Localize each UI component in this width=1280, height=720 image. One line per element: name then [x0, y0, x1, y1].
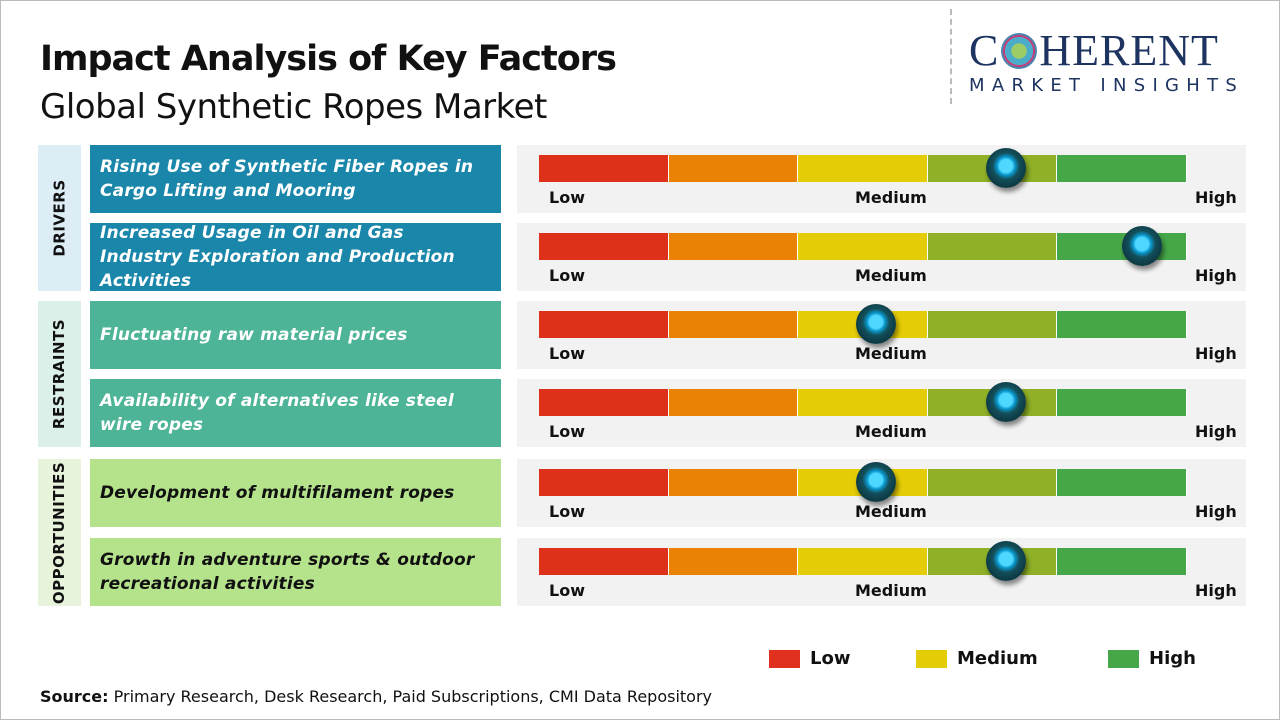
medium-label: Medium [855, 502, 927, 521]
impact-knob [985, 148, 1026, 188]
legend-item: High [1108, 648, 1196, 669]
divider [950, 9, 952, 104]
factor-text: Availability of alternatives like steel … [100, 391, 454, 435]
legend-label: Low [810, 648, 851, 669]
meter-segment [539, 389, 669, 416]
high-label: High [1195, 188, 1237, 207]
meter-segment [927, 469, 1058, 496]
logo: C HERENT MARKET INSIGHTS [969, 29, 1264, 97]
factor-text: Increased Usage in Oil and Gas Industry … [100, 223, 455, 291]
medium-label: Medium [855, 266, 927, 285]
low-label: Low [549, 502, 585, 521]
meter-segment [539, 233, 669, 260]
medium-label: Medium [855, 581, 927, 600]
impact-meter: Low Medium High [517, 379, 1246, 447]
meter-segment [668, 311, 799, 338]
legend-swatch [1108, 649, 1139, 668]
impact-meter: Low Medium High [517, 145, 1246, 213]
factor-text: Growth in adventure sports & outdoor rec… [100, 550, 475, 594]
low-label: Low [549, 266, 585, 285]
impact-meter: Low Medium High [517, 301, 1246, 369]
meter-segment [927, 233, 1058, 260]
impact-knob [985, 541, 1026, 581]
high-label: High [1195, 422, 1237, 441]
meter-segment [798, 155, 928, 182]
meter-segment [668, 233, 799, 260]
impact-meter: Low Medium High [517, 538, 1246, 606]
meter-segment [1057, 389, 1187, 416]
meter-segment [1057, 155, 1187, 182]
legend-item: Medium [916, 648, 1038, 669]
source-note: Source: Primary Research, Desk Research,… [40, 687, 712, 706]
medium-label: Medium [855, 344, 927, 363]
legend-label: Medium [957, 648, 1038, 669]
legend-label: High [1149, 648, 1196, 669]
factor-box: Growth in adventure sports & outdoor rec… [90, 538, 501, 606]
meter-segment [539, 311, 669, 338]
page-title: Impact Analysis of Key Factors [40, 39, 617, 79]
meter-segment [539, 155, 669, 182]
legend-swatch [769, 649, 800, 668]
meter-segment [798, 548, 928, 575]
factor-box: Rising Use of Synthetic Fiber Ropes in C… [90, 145, 501, 213]
meter-segment [668, 389, 799, 416]
legend-swatch [916, 649, 947, 668]
high-label: High [1195, 344, 1237, 363]
meter-segment [927, 311, 1058, 338]
impact-knob [1121, 226, 1162, 266]
factor-box: Fluctuating raw material prices [90, 301, 501, 369]
high-label: High [1195, 581, 1237, 600]
impact-knob [985, 382, 1026, 422]
category-opportunities: OPPORTUNITIES [38, 459, 81, 606]
medium-label: Medium [855, 188, 927, 207]
low-label: Low [549, 422, 585, 441]
category-drivers: DRIVERS [38, 145, 81, 291]
meter-segment [668, 469, 799, 496]
factor-box: Development of multifilament ropes [90, 459, 501, 527]
category-label: OPPORTUNITIES [50, 461, 69, 604]
meter-segment [668, 155, 799, 182]
high-label: High [1195, 266, 1237, 285]
factor-text: Development of multifilament ropes [100, 483, 455, 503]
factor-text: Rising Use of Synthetic Fiber Ropes in C… [100, 157, 474, 201]
meter-segment [668, 548, 799, 575]
low-label: Low [549, 188, 585, 207]
category-label: DRIVERS [50, 179, 69, 257]
factor-box: Increased Usage in Oil and Gas Industry … [90, 223, 501, 291]
meter-segment [1057, 548, 1187, 575]
low-label: Low [549, 581, 585, 600]
category-label: RESTRAINTS [50, 318, 69, 430]
impact-knob [855, 462, 896, 502]
meter-segment [539, 469, 669, 496]
meter-segment [798, 389, 928, 416]
impact-meter: Low Medium High [517, 459, 1246, 527]
impact-knob [855, 304, 896, 344]
page-subtitle: Global Synthetic Ropes Market [40, 87, 547, 127]
globe-icon [1001, 33, 1038, 69]
legend-item: Low [769, 648, 850, 669]
meter-segment [1057, 469, 1187, 496]
logo-tagline: MARKET INSIGHTS [969, 75, 1245, 96]
meter-segment [539, 548, 669, 575]
high-label: High [1195, 502, 1237, 521]
factor-box: Availability of alternatives like steel … [90, 379, 501, 447]
category-restraints: RESTRAINTS [38, 301, 81, 447]
meter-segment [798, 233, 928, 260]
impact-meter: Low Medium High [517, 223, 1246, 291]
meter-segment [1057, 311, 1187, 338]
medium-label: Medium [855, 422, 927, 441]
factor-text: Fluctuating raw material prices [100, 325, 408, 345]
low-label: Low [549, 344, 585, 363]
